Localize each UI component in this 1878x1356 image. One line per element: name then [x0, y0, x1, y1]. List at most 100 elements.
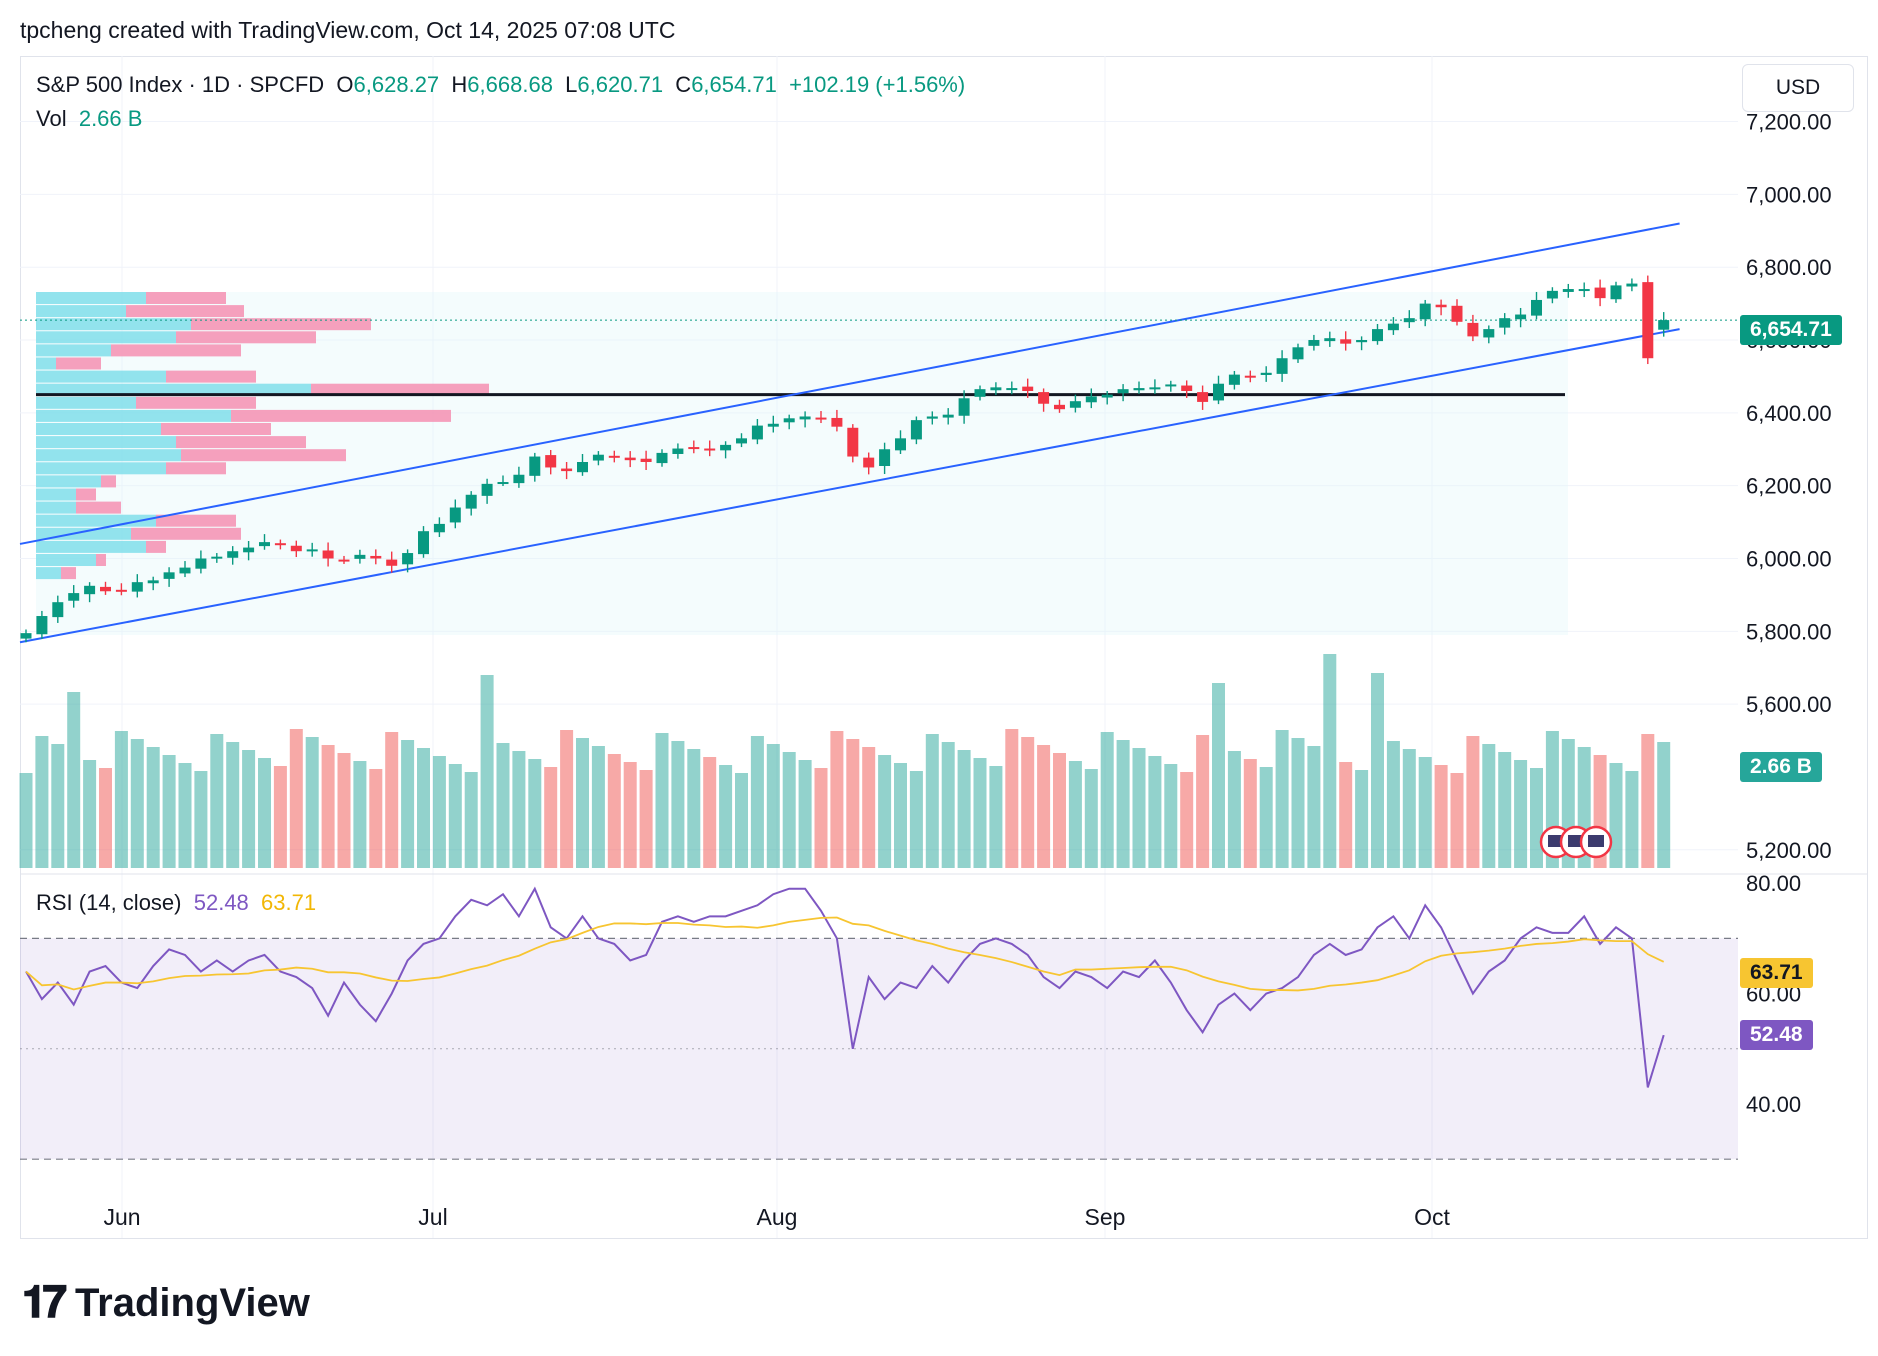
candle-body	[656, 452, 668, 464]
volume-profile-bar-up	[36, 396, 136, 409]
rsi-tag: 52.48	[1740, 1020, 1813, 1050]
volume-profile-bar-up	[36, 567, 61, 580]
candle-body	[1467, 322, 1479, 337]
volume-profile-bar-down	[181, 449, 346, 462]
candle-body	[1244, 375, 1256, 378]
volume-bar	[846, 739, 860, 868]
volume-bar	[369, 769, 383, 868]
symbol-title[interactable]: S&P 500 Index · 1D · SPCFD	[36, 72, 325, 97]
candle-body	[1403, 318, 1415, 323]
volume-legend[interactable]: Vol 2.66 B	[36, 106, 142, 132]
volume-profile-bar-down	[146, 292, 226, 304]
volume-bar	[67, 692, 81, 868]
candle-body	[847, 427, 859, 457]
candle-body	[1578, 289, 1590, 292]
volume-bar	[1498, 752, 1512, 868]
volume-profile-bar-up	[36, 305, 126, 318]
candle-body	[418, 531, 429, 555]
candle-body	[958, 398, 970, 416]
candle-body	[624, 457, 636, 461]
volume-profile-bar-up	[36, 370, 166, 383]
symbol-legend[interactable]: S&P 500 Index · 1D · SPCFD O6,628.27 H6,…	[36, 72, 965, 98]
volume-profile-bar-down	[61, 567, 76, 580]
volume-bar	[19, 773, 33, 868]
candle-body	[1022, 386, 1034, 391]
candle-body	[751, 425, 763, 440]
candle-body	[672, 448, 684, 454]
candle-body	[1515, 314, 1527, 320]
candle-body	[163, 572, 175, 579]
volume-bar	[1132, 748, 1146, 868]
candle-body	[1085, 396, 1097, 403]
candle-body	[1197, 392, 1209, 402]
volume-bar	[989, 766, 1003, 868]
volume-profile-bar-down	[126, 305, 244, 318]
volume-bar	[35, 736, 49, 868]
volume-bar	[512, 751, 526, 868]
volume-bar	[226, 742, 240, 868]
volume-profile-bar-up	[36, 501, 76, 514]
candle-body	[354, 554, 366, 559]
volume-profile-bar-down	[136, 396, 256, 409]
volume-bar	[687, 749, 701, 868]
volume-profile-bar-down	[101, 475, 116, 488]
volume-bar	[1148, 756, 1162, 868]
volume-profile-bar-down	[131, 527, 241, 540]
time-label: Oct	[1414, 1204, 1450, 1230]
volume-bar	[337, 753, 351, 868]
candle-body	[1372, 329, 1383, 342]
candle-body	[115, 589, 127, 592]
volume-bar	[496, 743, 510, 868]
candle-body	[1165, 384, 1177, 387]
volume-bar	[1307, 746, 1321, 868]
volume-bar	[766, 744, 780, 868]
candle-body	[879, 449, 891, 467]
volume-bar	[1227, 751, 1241, 868]
volume-profile-bar-down	[311, 383, 489, 396]
currency-button[interactable]: USD	[1742, 64, 1854, 112]
candle-body	[100, 586, 111, 592]
volume-bar	[480, 675, 494, 868]
us-flag-icon	[1588, 835, 1604, 847]
volume-bar	[1164, 764, 1178, 868]
time-label: Sep	[1085, 1204, 1126, 1230]
candle-body	[1260, 372, 1272, 375]
rsi-ma-line	[25, 916, 1665, 992]
rsi-legend[interactable]: RSI (14, close) 52.48 63.71	[36, 890, 316, 916]
price-tick-label: 5,800.00	[1746, 619, 1832, 644]
candle-body	[449, 507, 461, 523]
volume-bar	[1530, 768, 1543, 868]
candle-body	[545, 455, 557, 468]
candle-body	[243, 547, 255, 553]
volume-bar	[1068, 761, 1082, 868]
candle-body	[1054, 404, 1065, 410]
candle-body	[1038, 392, 1050, 404]
rsi-tick-label: 40.00	[1746, 1092, 1801, 1117]
volume-profile-bar-up	[36, 344, 111, 357]
volume-profile-bar-up	[36, 475, 101, 488]
high-value: 6,668.68	[467, 72, 553, 97]
volume-bar	[401, 740, 415, 868]
tradingview-logo[interactable]: 𝟏𝟕 TradingView	[22, 1278, 310, 1328]
candle-body	[1069, 401, 1081, 408]
volume-profile-bar-down	[111, 344, 241, 357]
channel-lower-line	[19, 328, 1680, 644]
candle-body	[1483, 329, 1495, 338]
candle-body	[1387, 323, 1399, 331]
volume-bar	[639, 770, 653, 868]
candle-body	[529, 456, 541, 476]
volume-bar	[83, 760, 97, 868]
volume-profile-bar-up	[36, 423, 161, 435]
candle-body	[736, 438, 747, 444]
volume-profile-bar-up	[36, 357, 56, 370]
rsi-value: 52.48	[193, 890, 249, 915]
volume-bar	[671, 741, 685, 868]
volume-bar	[417, 748, 430, 868]
candle-body	[1149, 387, 1161, 390]
candle-body	[1356, 340, 1368, 343]
candle-body	[608, 455, 620, 458]
candle-body	[767, 423, 779, 427]
volume-bar	[464, 772, 478, 868]
volume-profile-bar-down	[191, 318, 371, 331]
